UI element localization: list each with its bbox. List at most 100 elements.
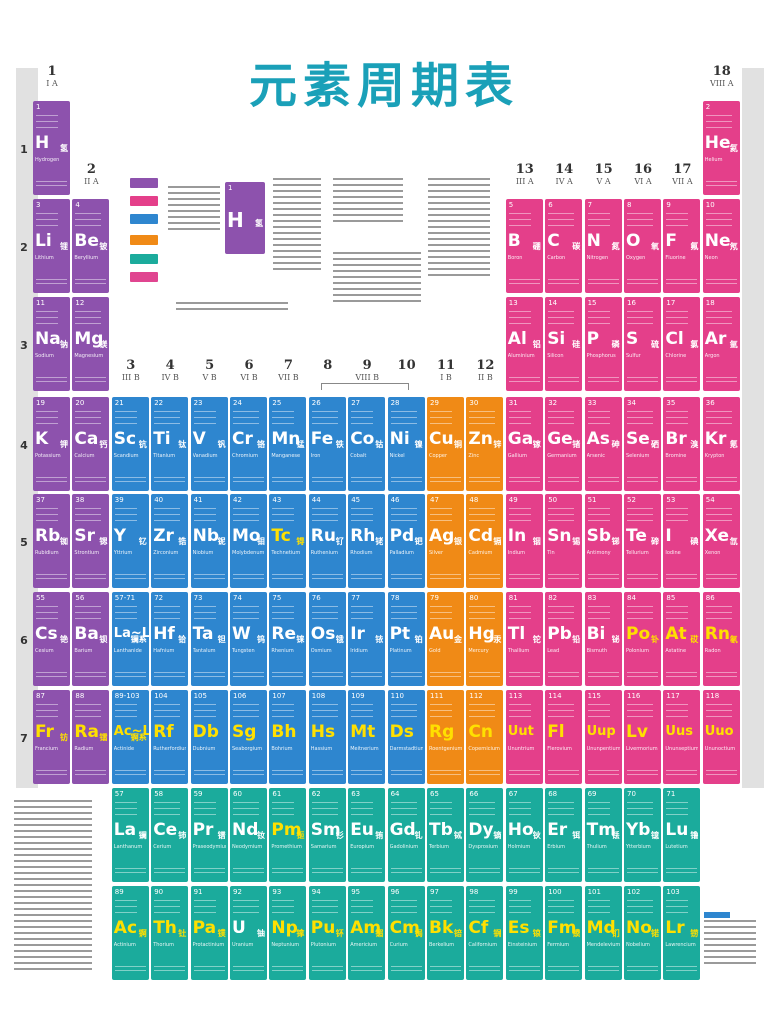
detail-rule: [75, 283, 107, 284]
detail-rule: [469, 477, 501, 478]
detail-line: [548, 710, 575, 711]
detail-rule: [548, 868, 580, 869]
detail-line: [666, 808, 689, 809]
element-symbol: Po: [626, 624, 651, 644]
detail-footer: [666, 276, 698, 288]
element-symbol: Ag: [429, 526, 455, 546]
detail-line: [154, 710, 181, 711]
legend-swatch-transition: [130, 214, 158, 224]
element-symbol: Cl: [665, 329, 684, 349]
element-english-name: Neptunium: [271, 942, 300, 948]
element-chinese-name: 钬: [532, 831, 541, 840]
detail-line: [469, 417, 496, 418]
detail-line: [627, 423, 653, 424]
detail-rule: [233, 868, 264, 869]
detail-line: [233, 710, 259, 711]
detail-line: [75, 225, 102, 226]
detail-line: [390, 423, 417, 424]
detail-rule: [666, 381, 698, 382]
group-number: 17: [673, 162, 692, 177]
element-symbol: Li: [35, 231, 52, 251]
element-chinese-name: 锫: [454, 929, 462, 938]
detail-line: [390, 802, 417, 803]
detail-line: [351, 704, 374, 705]
detail-footer: [36, 276, 67, 288]
element-cell-cl: 17 Cl 氯 Chlorine: [663, 297, 701, 391]
element-chinese-name: 钪: [138, 440, 147, 449]
element-chinese-name: 铬: [257, 440, 265, 449]
element-symbol: Ac: [113, 918, 138, 938]
detail-line: [587, 606, 610, 607]
atomic-number: 81: [508, 594, 518, 602]
group-roman: VII A: [672, 177, 693, 186]
element-english-name: Chromium: [232, 453, 258, 459]
detail-line: [548, 618, 575, 619]
period-number: 3: [20, 339, 28, 352]
element-chinese-name: 溴: [690, 440, 699, 449]
detail-line: [430, 716, 452, 717]
detail-rule: [390, 774, 422, 775]
element-english-name: Ununpentium: [586, 746, 620, 752]
detail-line: [627, 716, 653, 717]
detail-footer: [587, 767, 619, 779]
detail-line: [390, 814, 417, 815]
detail-rule: [548, 966, 580, 967]
element-chinese-name: 钇: [138, 537, 147, 546]
detail-rule: [390, 770, 422, 771]
group-header: 15 V A: [585, 162, 623, 186]
element-cell-tm: 69 Tm 铥 Thulium: [584, 788, 622, 882]
element-cell-pb: 82 Pb 铅 Lead: [545, 592, 583, 686]
detail-line: [469, 520, 496, 521]
group-roman: V B: [202, 373, 217, 382]
element-chinese-name: 氙: [729, 537, 738, 546]
detail-rule: [705, 181, 737, 182]
element-cell-os: 76 Os 锇 Osmium: [308, 592, 346, 686]
element-chinese-name: 汞: [493, 635, 502, 644]
detail-rule: [666, 872, 698, 873]
element-symbol: Ge: [547, 429, 573, 449]
element-english-name: Fluorine: [665, 255, 686, 261]
detail-line: [548, 912, 575, 913]
atomic-number: 10: [705, 201, 715, 209]
detail-line: [666, 219, 689, 220]
element-symbol: Sr: [74, 526, 96, 546]
element-english-name: Beryllium: [74, 255, 99, 261]
element-cell-fl: 114 Fl Flerovium: [545, 690, 583, 784]
element-chinese-name: 铂: [414, 635, 423, 644]
element-symbol: Cd: [468, 526, 494, 546]
element-chinese-name: 铱: [375, 635, 384, 644]
element-chinese-name: 钴: [375, 440, 384, 449]
detail-line: [114, 814, 137, 815]
element-english-name: Chlorine: [665, 353, 687, 359]
element-symbol: Uuo: [704, 724, 734, 739]
detail-line: [666, 710, 689, 711]
element-english-name: Iridium: [350, 648, 368, 654]
detail-rule: [705, 676, 737, 677]
element-chinese-name: 锆: [178, 537, 187, 546]
element-symbol: Rb: [35, 526, 61, 546]
detail-rule: [390, 868, 422, 869]
detail-line: [75, 508, 102, 509]
detail-line: [390, 514, 417, 515]
atomic-number: 86: [705, 594, 715, 602]
element-chinese-name: 钒: [217, 440, 226, 449]
element-chinese-name: 钋: [651, 635, 659, 644]
group-number: 7: [283, 358, 293, 373]
detail-line: [311, 906, 338, 907]
element-chinese-name: 铈: [178, 831, 187, 840]
detail-line: [508, 417, 531, 418]
detail-footer: [469, 865, 501, 877]
detail-line: [351, 520, 374, 521]
atomic-number: 35: [666, 399, 676, 407]
detail-line: [587, 225, 610, 226]
detail-line: [469, 710, 496, 711]
element-cell-uup: 115 Uup Ununpentium: [584, 690, 622, 784]
detail-line: [469, 612, 496, 613]
element-symbol: Dy: [468, 820, 494, 840]
element-english-name: Tin: [547, 550, 555, 556]
element-cell-y: 39 Y 钇 Yttrium: [111, 494, 149, 588]
atomic-number: 20: [75, 399, 85, 407]
bottom-right-notes: [704, 920, 756, 968]
element-chinese-name: 镝: [493, 831, 502, 840]
element-chinese-name: 钾: [60, 440, 68, 449]
